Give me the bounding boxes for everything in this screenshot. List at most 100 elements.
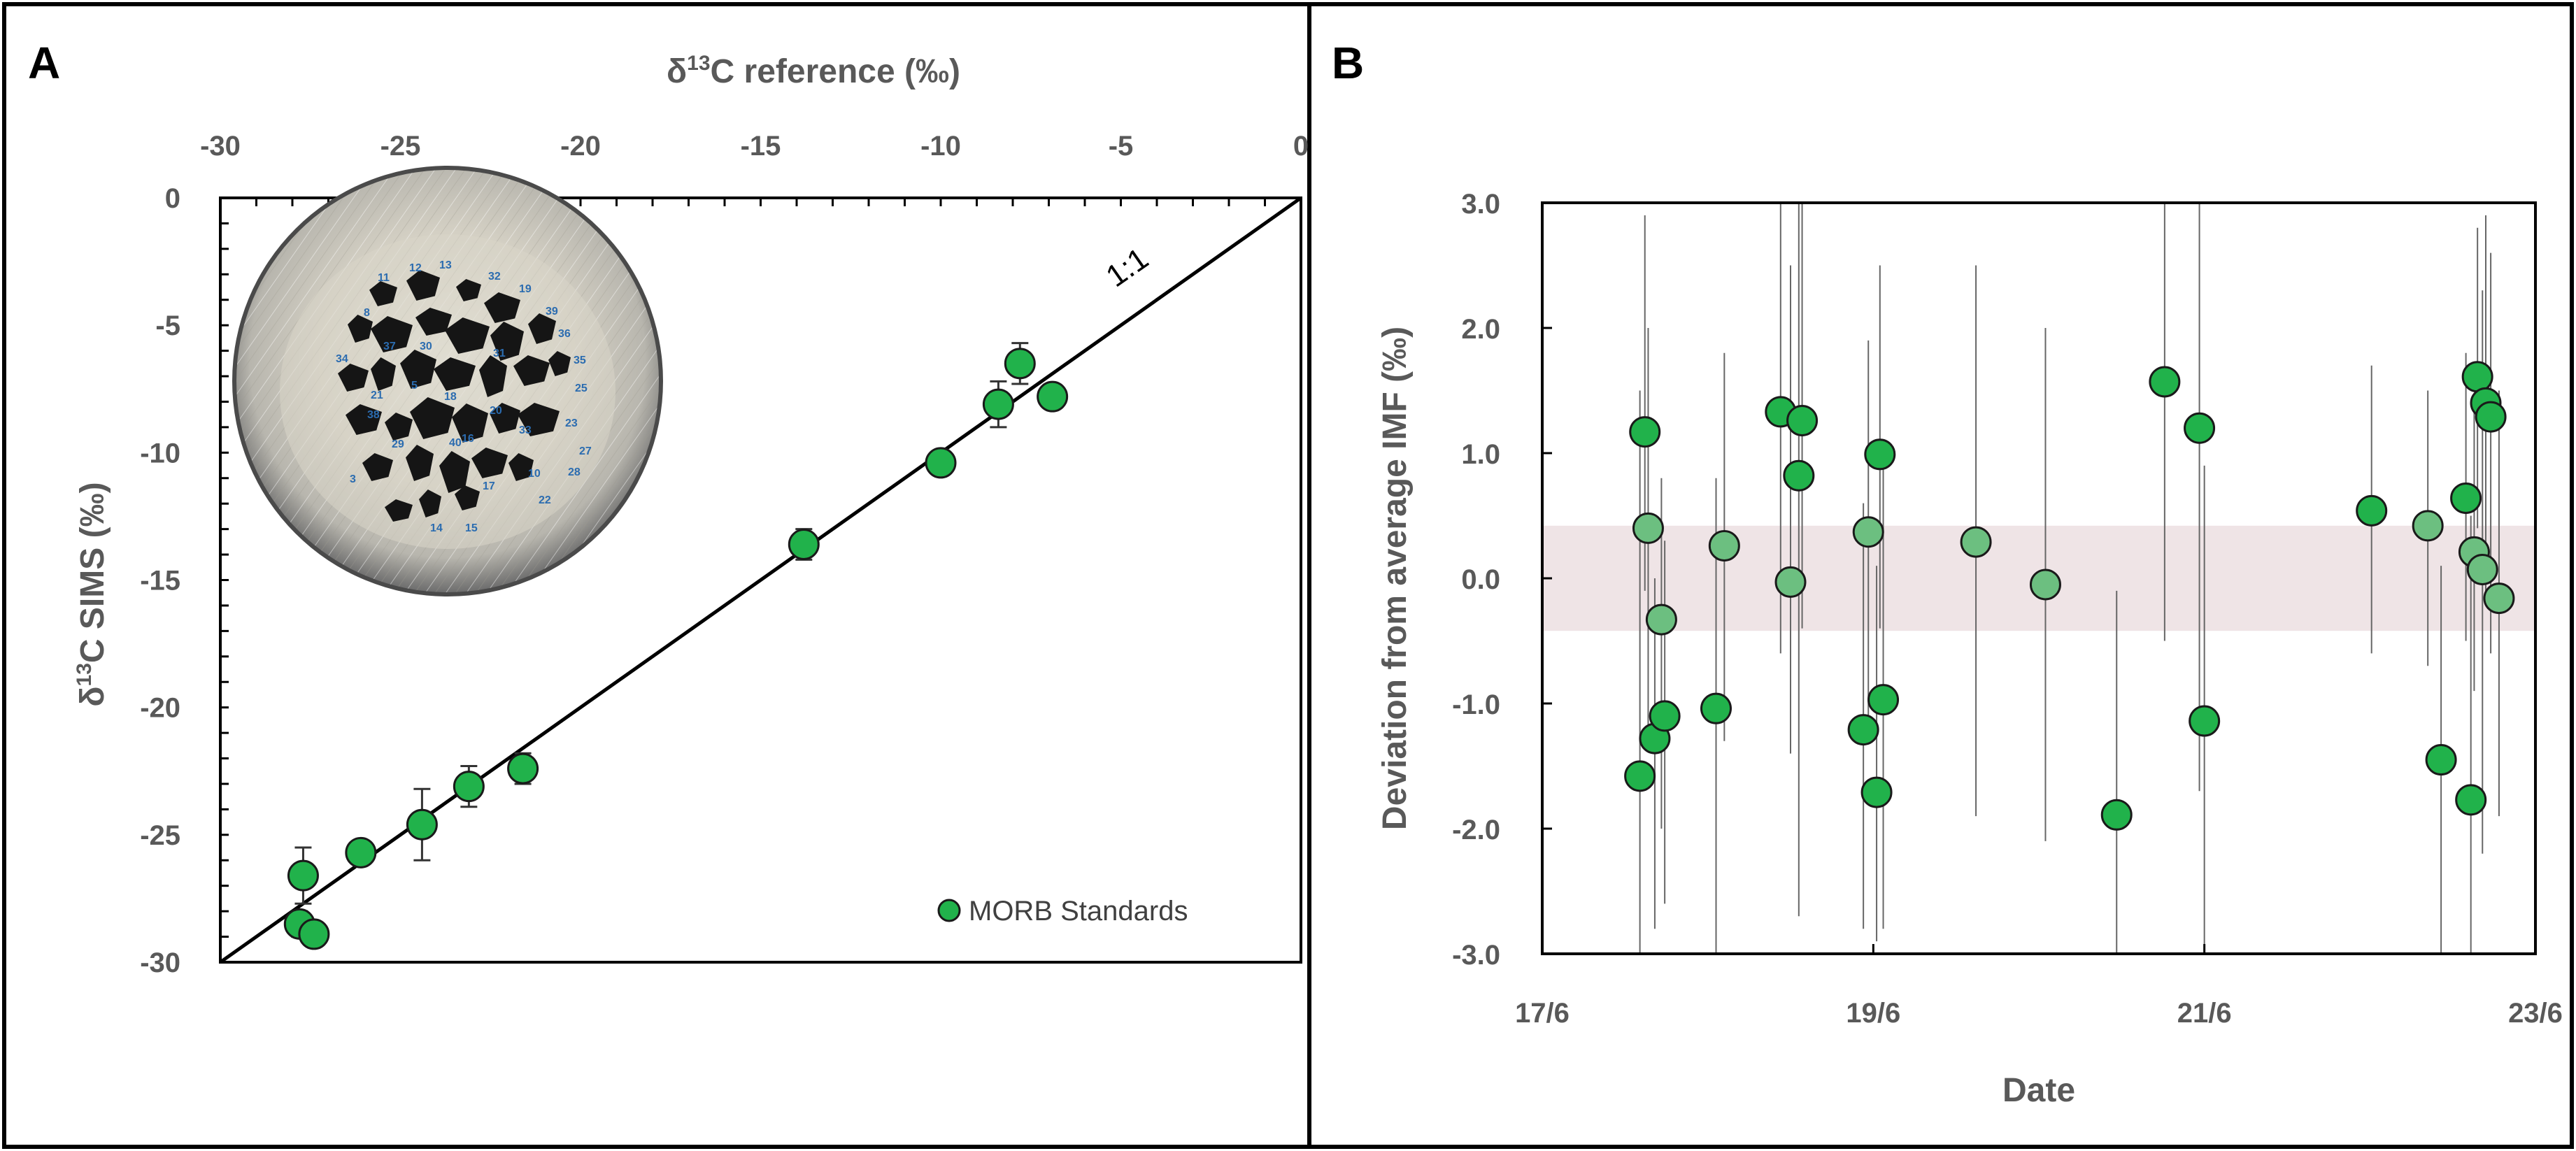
data-point bbox=[1786, 404, 1819, 436]
rock-fragment bbox=[513, 355, 550, 386]
data-point bbox=[1645, 603, 1677, 636]
rock-fragment bbox=[369, 281, 397, 306]
data-point bbox=[2100, 799, 2133, 831]
data-point bbox=[1864, 438, 1896, 471]
rock-fragment bbox=[385, 413, 413, 441]
y-tick-label: -25 bbox=[140, 820, 180, 851]
legend-marker bbox=[937, 899, 961, 922]
data-point bbox=[925, 447, 957, 479]
panel-a-frame bbox=[2, 2, 1311, 1149]
panel-a-x-ticks: -30 -25 -20 -15 -10 -5 0 bbox=[200, 131, 1309, 162]
data-point bbox=[1774, 566, 1807, 598]
y-tick-label: -30 bbox=[140, 948, 180, 978]
data-point bbox=[2149, 366, 2181, 398]
rock-fragment bbox=[362, 453, 393, 481]
photo-label: 18 bbox=[444, 391, 457, 403]
y-tick-label: -20 bbox=[140, 693, 180, 724]
data-point bbox=[1037, 380, 1069, 413]
x-tick-label: -30 bbox=[200, 131, 241, 162]
data-point bbox=[1867, 684, 1900, 716]
rock-fragment bbox=[415, 308, 452, 336]
photo-label: 33 bbox=[519, 424, 532, 436]
y-tick-label: -2.0 bbox=[1452, 815, 1500, 845]
panel-b-x-ticks: 17/6 19/6 21/6 23/6 bbox=[1515, 944, 2563, 1029]
legend: MORB Standards bbox=[937, 896, 1188, 927]
panel-b-letter: B bbox=[1332, 38, 1364, 88]
y-tick-label: -5 bbox=[155, 310, 180, 341]
photo-label: 39 bbox=[546, 306, 558, 317]
photo-label: 11 bbox=[378, 272, 390, 284]
data-point bbox=[298, 918, 330, 950]
photo-label: 35 bbox=[574, 355, 586, 366]
data-point bbox=[2425, 744, 2457, 776]
y-tick-label: -10 bbox=[140, 438, 180, 469]
rock-fragment bbox=[452, 403, 488, 443]
y-tick-label: 1.0 bbox=[1461, 439, 1500, 470]
y-tick-label: -1.0 bbox=[1452, 689, 1500, 720]
data-point bbox=[1624, 760, 1656, 792]
x-tick-label: 17/6 bbox=[1515, 998, 1570, 1029]
data-point bbox=[1860, 776, 1893, 808]
rock-fragment bbox=[338, 364, 369, 392]
photo-label: 22 bbox=[539, 494, 551, 506]
data-point bbox=[2412, 510, 2444, 542]
data-point bbox=[1783, 459, 1815, 492]
data-point bbox=[1960, 526, 1992, 558]
data-point bbox=[2475, 401, 2507, 433]
photo-label: 30 bbox=[420, 341, 432, 352]
rock-fragment bbox=[371, 316, 413, 352]
photo-label: 16 bbox=[462, 433, 474, 445]
sample-mount-photo: 12 13 11 32 19 39 8 36 37 30 31 35 34 5 21 18 25 20 23 33 27… bbox=[232, 166, 663, 596]
x-tick-label: 19/6 bbox=[1846, 998, 1900, 1029]
data-point bbox=[2184, 412, 2216, 444]
data-point bbox=[1004, 348, 1036, 380]
panel-a-x-axis-title: δ13C reference (‰) bbox=[667, 52, 960, 90]
data-point bbox=[2466, 553, 2498, 585]
y-tick-label: 0.0 bbox=[1461, 564, 1500, 595]
data-point bbox=[1852, 516, 1884, 548]
rock-fragment bbox=[490, 322, 524, 361]
photo-labels: 12 13 11 32 19 39 8 36 37 30 31 35 34 5 21 18 25 20 23 33 27… bbox=[336, 259, 592, 534]
x-tick-label: -20 bbox=[560, 131, 601, 162]
panel-a-y-ticks: 0 -5 -10 -15 -20 -25 -30 bbox=[140, 183, 180, 978]
panel-b-y-axis-title: Deviation from average IMF (‰) bbox=[1376, 327, 1414, 830]
data-point bbox=[1632, 512, 1664, 544]
rock-fragment bbox=[456, 279, 481, 301]
one-to-one-label: 1:1 bbox=[1100, 241, 1155, 294]
photo-label: 21 bbox=[371, 389, 383, 401]
data-point bbox=[2455, 784, 2487, 816]
rock-fragment bbox=[434, 357, 476, 391]
photo-label: 23 bbox=[565, 417, 578, 429]
rock-fragment bbox=[385, 499, 413, 522]
photo-label: 5 bbox=[411, 380, 418, 392]
rock-fragment bbox=[484, 292, 520, 323]
x-tick-label: 21/6 bbox=[2177, 998, 2232, 1029]
x-tick-label: 0 bbox=[1293, 131, 1309, 162]
photo-label: 14 bbox=[430, 522, 443, 534]
panel-b: B 17/6 19/6 21/6 23/6 3.0 2.0 1.0 0.0 -1.0 -2.0 -… bbox=[1332, 38, 2563, 1109]
rock-fragment bbox=[410, 397, 455, 439]
rock-fragment bbox=[479, 355, 507, 397]
data-point bbox=[406, 808, 438, 841]
rock-fragment bbox=[518, 403, 560, 436]
photo-label: 3 bbox=[350, 473, 356, 485]
photo-label: 28 bbox=[568, 466, 581, 478]
x-tick-label: -25 bbox=[380, 131, 421, 162]
rock-fragment bbox=[406, 445, 434, 481]
photo-label: 17 bbox=[483, 480, 495, 492]
data-point bbox=[287, 859, 319, 892]
y-tick-label: 0 bbox=[165, 183, 180, 214]
photo-label: 20 bbox=[490, 405, 502, 417]
y-tick-label: -15 bbox=[140, 566, 180, 596]
panel-b-x-axis-title: Date bbox=[2002, 1072, 2075, 1109]
y-tick-label: 3.0 bbox=[1461, 189, 1500, 220]
rock-fragment bbox=[445, 317, 490, 354]
data-point bbox=[1629, 416, 1661, 448]
photo-label: 38 bbox=[367, 409, 380, 421]
rock-fragment bbox=[528, 313, 556, 344]
rock-fragment bbox=[548, 351, 571, 376]
panel-a: A δ13C reference (‰) δ13C SIMS (‰) -30 -2… bbox=[28, 38, 1309, 978]
x-tick-label: -15 bbox=[741, 131, 781, 162]
panel-a-y-axis-title: δ13C SIMS (‰) bbox=[73, 482, 111, 706]
